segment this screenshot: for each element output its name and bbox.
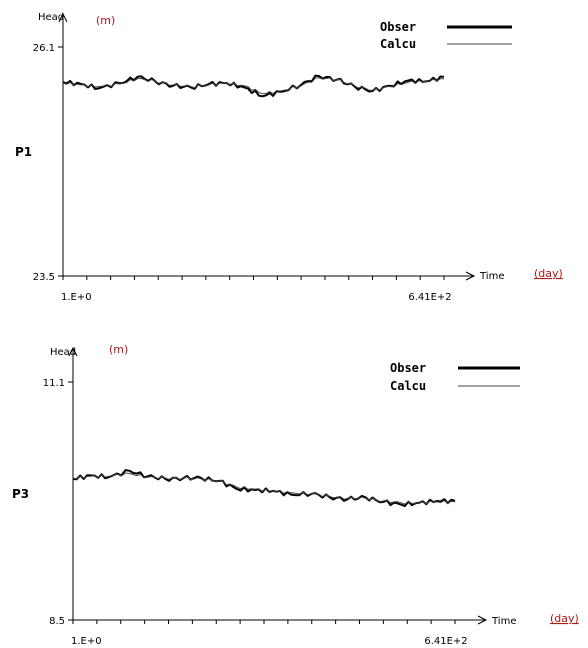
x-axis-arrow — [465, 271, 476, 281]
y-axis-arrow — [58, 12, 68, 23]
x-tick-label-start: 1.E+0 — [61, 292, 92, 303]
y-tick-label-top: 11.1 — [43, 378, 65, 389]
legend-label-calcu: Calcu — [390, 379, 426, 393]
x-axis-unit: (day) — [550, 612, 579, 625]
x-tick-label-end: 6.41E+2 — [424, 636, 467, 647]
series-line-calcu — [62, 77, 444, 95]
y-axis-label: Head — [50, 347, 76, 358]
y-tick-label-bottom: 23.5 — [33, 272, 55, 283]
chart-panel-p1: 26.1 23.5 1.E+0 6.41E+2 Head (m) Time (day) P1 Ob… — [15, 12, 563, 303]
y-axis-arrow — [68, 346, 78, 357]
y-tick-label-bottom: 8.5 — [49, 616, 65, 627]
legend-label-calcu: Calcu — [380, 37, 416, 51]
legend-label-obser: Obser — [390, 361, 426, 375]
y-tick-label-top: 26.1 — [33, 43, 55, 54]
series-line-obser — [72, 469, 456, 507]
panel-label: P3 — [12, 487, 29, 501]
x-axis-unit: (day) — [534, 267, 563, 280]
x-tick-label-start: 1.E+0 — [71, 636, 102, 647]
x-axis-label: Time — [479, 271, 504, 282]
panel-label: P1 — [15, 145, 32, 159]
y-axis-unit: (m) — [109, 343, 128, 356]
chart-panel-p3: 11.1 8.5 1.E+0 6.41E+2 Head (m) Time (day) P3 Obs… — [12, 343, 579, 647]
x-tick-label-end: 6.41E+2 — [408, 292, 451, 303]
y-axis-label: Head — [38, 12, 64, 23]
x-axis-label: Time — [491, 616, 516, 627]
series-line-calcu — [72, 472, 456, 505]
y-axis-unit: (m) — [96, 14, 115, 27]
x-axis-arrow — [477, 615, 488, 625]
series-line-obser — [62, 74, 445, 98]
legend-label-obser: Obser — [380, 20, 416, 34]
